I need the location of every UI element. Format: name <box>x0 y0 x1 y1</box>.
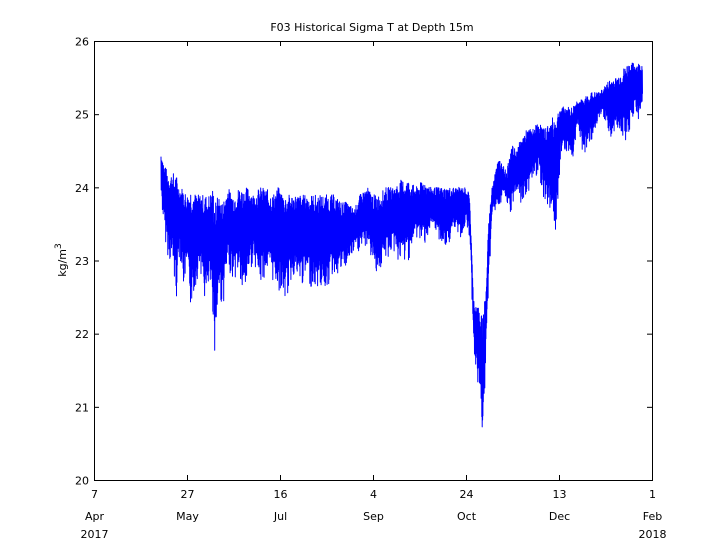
x-tick-day: 13 <box>553 488 567 501</box>
y-axis-label: kg/m3 <box>54 243 69 277</box>
x-tick-day: 7 <box>91 488 98 501</box>
y-tick-label: 25 <box>75 109 89 122</box>
x-tick-month: Feb <box>643 510 662 523</box>
y-axis-label-text: kg/m <box>56 249 69 277</box>
chart-title: F03 Historical Sigma T at Depth 15m <box>270 21 473 34</box>
x-tick-year: 2018 <box>639 528 667 540</box>
y-tick-label: 22 <box>75 328 89 341</box>
y-axis-ticks: 20 21 22 23 24 25 26 <box>75 36 652 488</box>
x-tick-day: 27 <box>181 488 195 501</box>
x-tick-day: 1 <box>649 488 656 501</box>
y-tick-label: 23 <box>75 255 89 268</box>
x-tick-month: Apr <box>85 510 105 523</box>
x-tick-day: 4 <box>370 488 377 501</box>
x-tick-month: Oct <box>457 510 477 523</box>
y-tick-label: 24 <box>75 182 89 195</box>
x-tick-month: Jul <box>273 510 287 523</box>
y-tick-label: 20 <box>75 475 89 488</box>
x-tick-month: Sep <box>363 510 384 523</box>
series-layer <box>160 62 643 428</box>
series-0-line <box>160 62 643 428</box>
y-axis-label-superscript: 3 <box>54 243 64 249</box>
x-tick-day: 16 <box>274 488 288 501</box>
x-tick-day: 24 <box>460 488 474 501</box>
svg-text:kg/m3: kg/m3 <box>54 243 69 277</box>
y-tick-label: 26 <box>75 36 89 49</box>
x-tick-month: May <box>176 510 199 523</box>
x-tick-year: 2017 <box>81 528 109 540</box>
x-axis-ticks: 7 Apr 2017 27 May 16 Jul 4 Sep 24 Oct 13 Dec 1 Feb 2018 <box>81 41 667 540</box>
y-tick-label: 21 <box>75 401 89 414</box>
x-tick-month: Dec <box>549 510 570 523</box>
